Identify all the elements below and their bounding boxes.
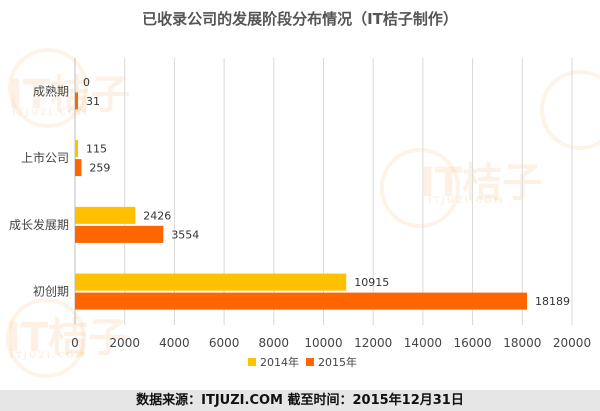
legend-label: 2015年: [318, 355, 357, 369]
x-tick-label: 14000: [404, 336, 442, 350]
bar-series2: [75, 159, 82, 177]
x-tick-label: 4000: [159, 336, 190, 350]
bar-series1: [75, 273, 347, 291]
bar-series1: [75, 206, 136, 224]
watermark-circle-center: [380, 148, 460, 228]
legend-swatch: [306, 358, 314, 366]
x-tick-label: 2000: [109, 336, 140, 350]
bar-chart: 0 2000 4000 6000 8000 10000 12000 14000 16000 180…: [9, 58, 591, 369]
watermark-sub-left: ITJUZI.COM: [12, 108, 89, 118]
watermark-circle-right: [540, 70, 600, 150]
x-tick-label: 6000: [209, 336, 240, 350]
bar-series2: [75, 92, 78, 110]
x-tick-label: 16000: [454, 336, 492, 350]
bar-series2: [75, 225, 164, 243]
category-label: 成熟期: [33, 83, 69, 98]
watermark-circle-left: [8, 48, 88, 128]
data-label: 259: [89, 162, 110, 175]
data-label: 0: [83, 76, 90, 89]
watermark-sub-center: ITJUZI.COM: [428, 196, 505, 206]
data-label: 115: [86, 143, 107, 156]
chart-title: 已收录公司的发展阶段分布情况（IT桔子制作）: [142, 10, 458, 28]
category-label: 成长发展期: [9, 217, 69, 232]
x-tick-label: 12000: [354, 336, 392, 350]
category-label: 初创期: [33, 285, 69, 299]
x-tick-label: 18000: [503, 336, 541, 350]
x-tick-label: 0: [71, 336, 79, 350]
category-label: 上市公司: [21, 150, 69, 165]
data-label: 2426: [143, 209, 171, 222]
watermark-circle-bottom-left: [6, 298, 86, 378]
data-label: 31: [86, 95, 100, 108]
x-tick-label: 10000: [304, 336, 342, 350]
data-label: 10915: [354, 276, 389, 289]
legend-swatch: [248, 358, 256, 366]
legend-label: 2014年: [260, 355, 299, 369]
bar-series2: [75, 292, 527, 310]
source-footer: 数据来源：ITJUZI.COM 截至时间：2015年12月31日: [0, 390, 600, 411]
watermark-sub-bottom-left: ITJUZI.COM: [10, 351, 87, 361]
x-tick-label: 8000: [259, 336, 290, 350]
watermark-logo-bottom-left: IT桔子: [6, 315, 129, 361]
data-label: 18189: [535, 295, 570, 308]
x-tick-label: 20000: [553, 336, 591, 350]
bar-series1: [75, 140, 78, 158]
watermark-logo-left: IT桔子: [8, 72, 131, 118]
data-label: 3554: [171, 228, 199, 241]
